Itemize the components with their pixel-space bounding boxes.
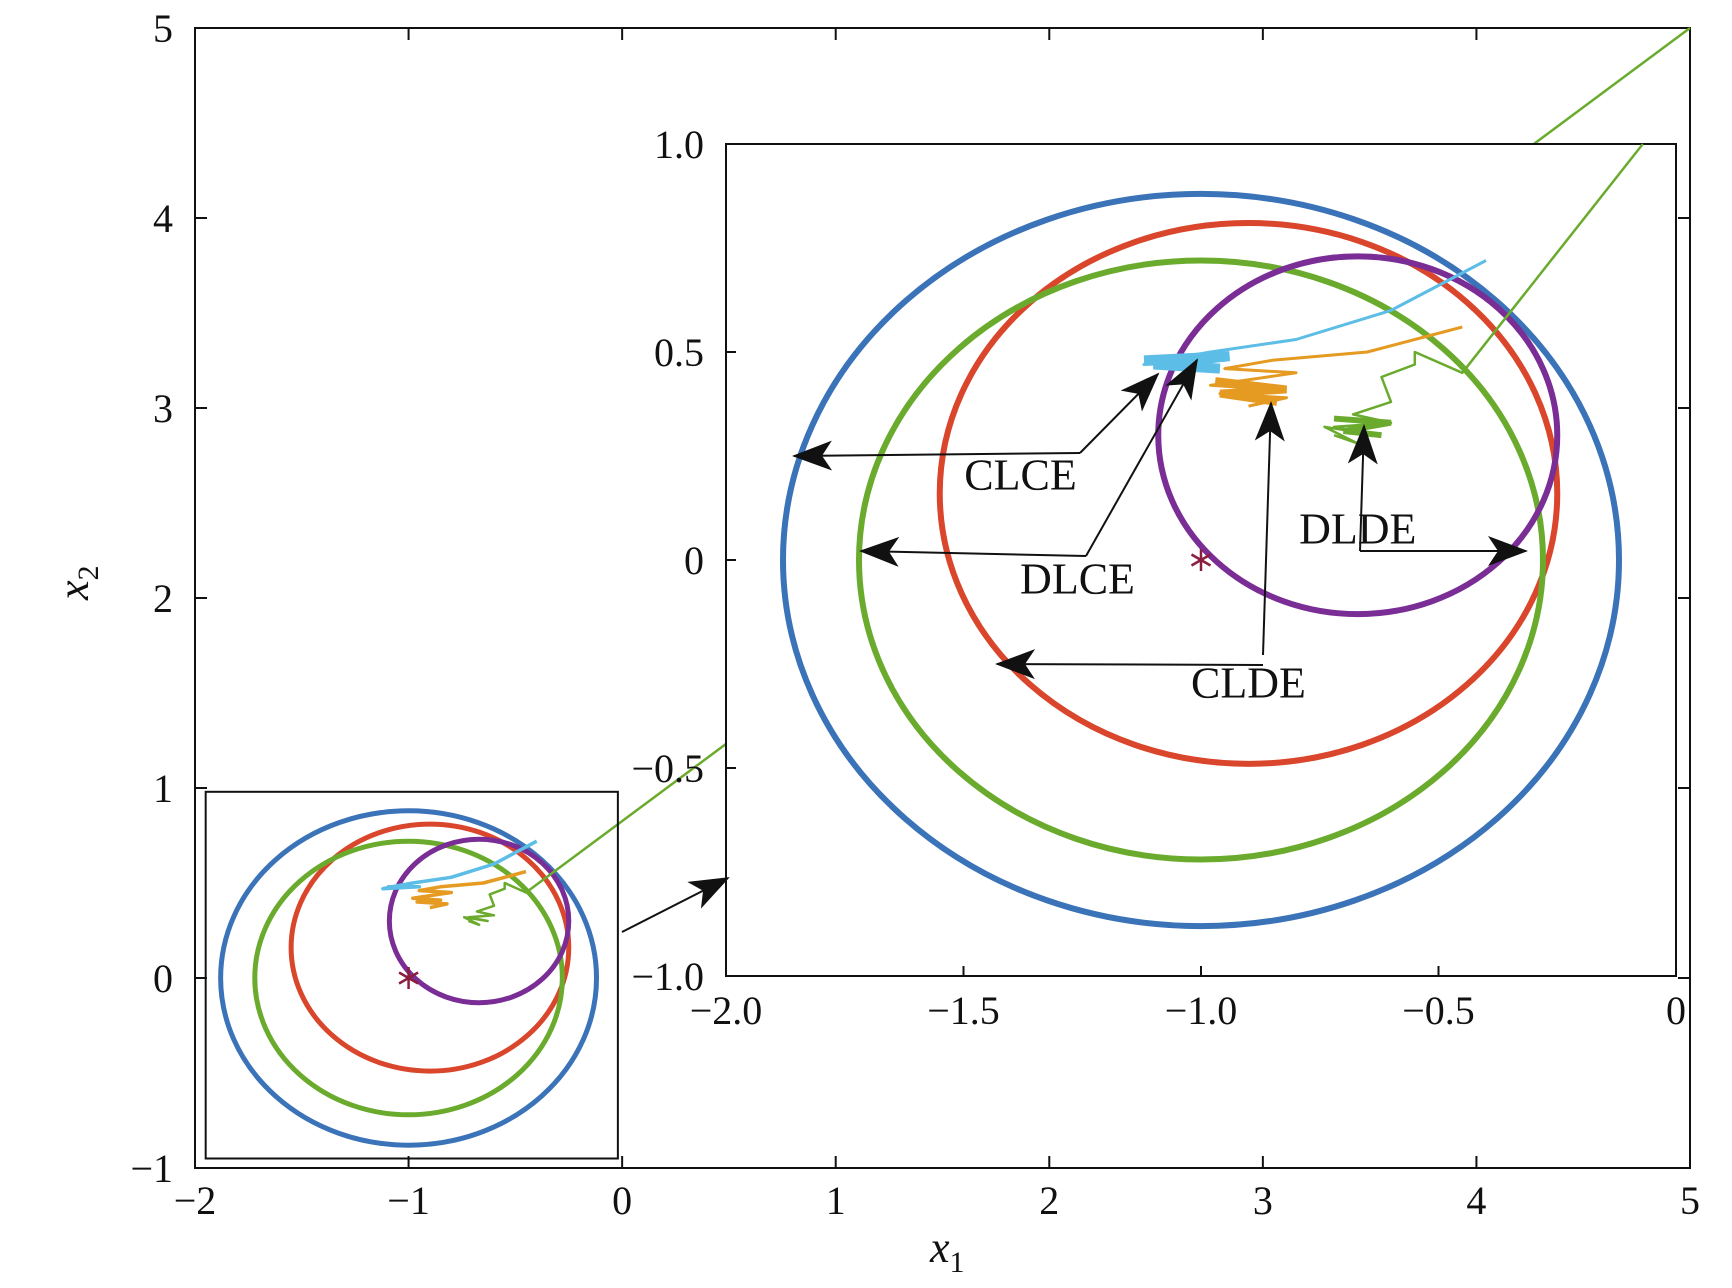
clce-arrow-up (1079, 372, 1160, 454)
trajectory-green (462, 26, 1691, 927)
x-axis-label: x1 (929, 1223, 965, 1279)
inset-x-tick-label: −0.5 (1402, 988, 1475, 1033)
y-tick-label: 1 (153, 766, 173, 811)
dlde-arrow-up (1347, 424, 1378, 552)
inset-orange-cluster (1214, 377, 1287, 406)
inset-y-tick-label: 0.5 (654, 330, 704, 375)
x-tick-label: 5 (1680, 1178, 1700, 1223)
y-tick-label: 5 (153, 6, 173, 51)
y-tick-label: 2 (153, 576, 173, 621)
inset-equilibrium-star (1190, 549, 1212, 571)
x-tick-label: −2 (174, 1178, 217, 1223)
inset-x-tick-label: −1.0 (1165, 988, 1238, 1033)
inset-axes: −2.0 −1.5 −1.0 −0.5 0 −1.0 −0.5 0 0.5 1.0 (631, 122, 1686, 1033)
zoom-region (204, 790, 619, 1160)
dlce-arrow-up (1085, 358, 1198, 557)
main-trajectories (218, 26, 1691, 1148)
orbit-red (288, 821, 572, 1074)
y-tick-label: 0 (153, 956, 173, 1001)
clce-arrow-left (792, 440, 1081, 471)
inset-x-tick-label: −1.5 (927, 988, 1000, 1033)
trajectory-orange (411, 869, 527, 910)
x-tick-label: 0 (612, 1178, 632, 1223)
inset-y-tick-label: −1.0 (631, 954, 704, 999)
label-dlce: DLCE (1020, 554, 1135, 603)
y-tick-label: 3 (153, 386, 173, 431)
orbit-purple (386, 836, 572, 1006)
inset-orbit-red (936, 220, 1561, 767)
inset-orbit-blue (780, 190, 1622, 930)
inset-x-tick-label: 0 (1666, 988, 1686, 1033)
inset-y-tick-label: 1.0 (654, 122, 704, 167)
x-tick-label: 4 (1466, 1178, 1486, 1223)
trajectory-cyan (381, 839, 538, 891)
inset-y-tick-label: −0.5 (631, 746, 704, 791)
y-tick-label: 4 (153, 196, 173, 241)
dlce-arrow-left (859, 536, 1087, 567)
clde-arrow-up (1254, 401, 1285, 656)
zoom-arrow (621, 877, 730, 933)
x-tick-label: 2 (1039, 1178, 1059, 1223)
inset-trajectory-green (1323, 143, 1644, 445)
clde-arrow-left (995, 649, 1264, 680)
y-axis-label: x2 (49, 565, 105, 601)
inset-orbit-purple (1155, 253, 1561, 618)
annotations: CLCE DLCE DLDE CLDE (621, 358, 1528, 933)
y-tick-label: −1 (130, 1146, 173, 1191)
inset-curves (780, 143, 1644, 930)
zoom-box (204, 790, 619, 1160)
inset-y-tick-label: 0 (684, 538, 704, 583)
x-tick-label: 3 (1253, 1178, 1273, 1223)
label-clce: CLCE (964, 450, 1076, 499)
x-tick-label: 1 (826, 1178, 846, 1223)
orbit-green (252, 838, 565, 1118)
label-dlde: DLDE (1299, 504, 1416, 553)
inset-x-tick-label: −2.0 (690, 988, 763, 1033)
inset-cyan-cluster (1143, 351, 1231, 374)
label-clde: CLDE (1191, 658, 1306, 707)
orbit-blue (218, 808, 600, 1148)
inset-orbit-green (856, 257, 1546, 863)
x-tick-label: −1 (387, 1178, 430, 1223)
equilibrium-star (398, 967, 419, 989)
